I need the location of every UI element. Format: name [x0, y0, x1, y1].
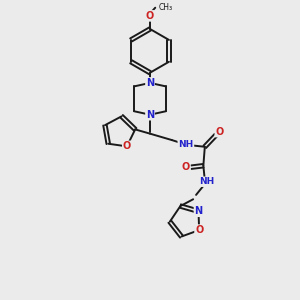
Text: O: O	[215, 127, 223, 136]
Text: NH: NH	[178, 140, 194, 149]
Text: O: O	[123, 141, 131, 152]
Text: O: O	[195, 225, 203, 235]
Text: N: N	[146, 110, 154, 120]
Text: N: N	[146, 78, 154, 88]
Text: O: O	[182, 162, 190, 172]
Text: CH₃: CH₃	[159, 3, 173, 12]
Text: O: O	[146, 11, 154, 21]
Text: N: N	[194, 206, 202, 216]
Text: NH: NH	[199, 177, 214, 186]
